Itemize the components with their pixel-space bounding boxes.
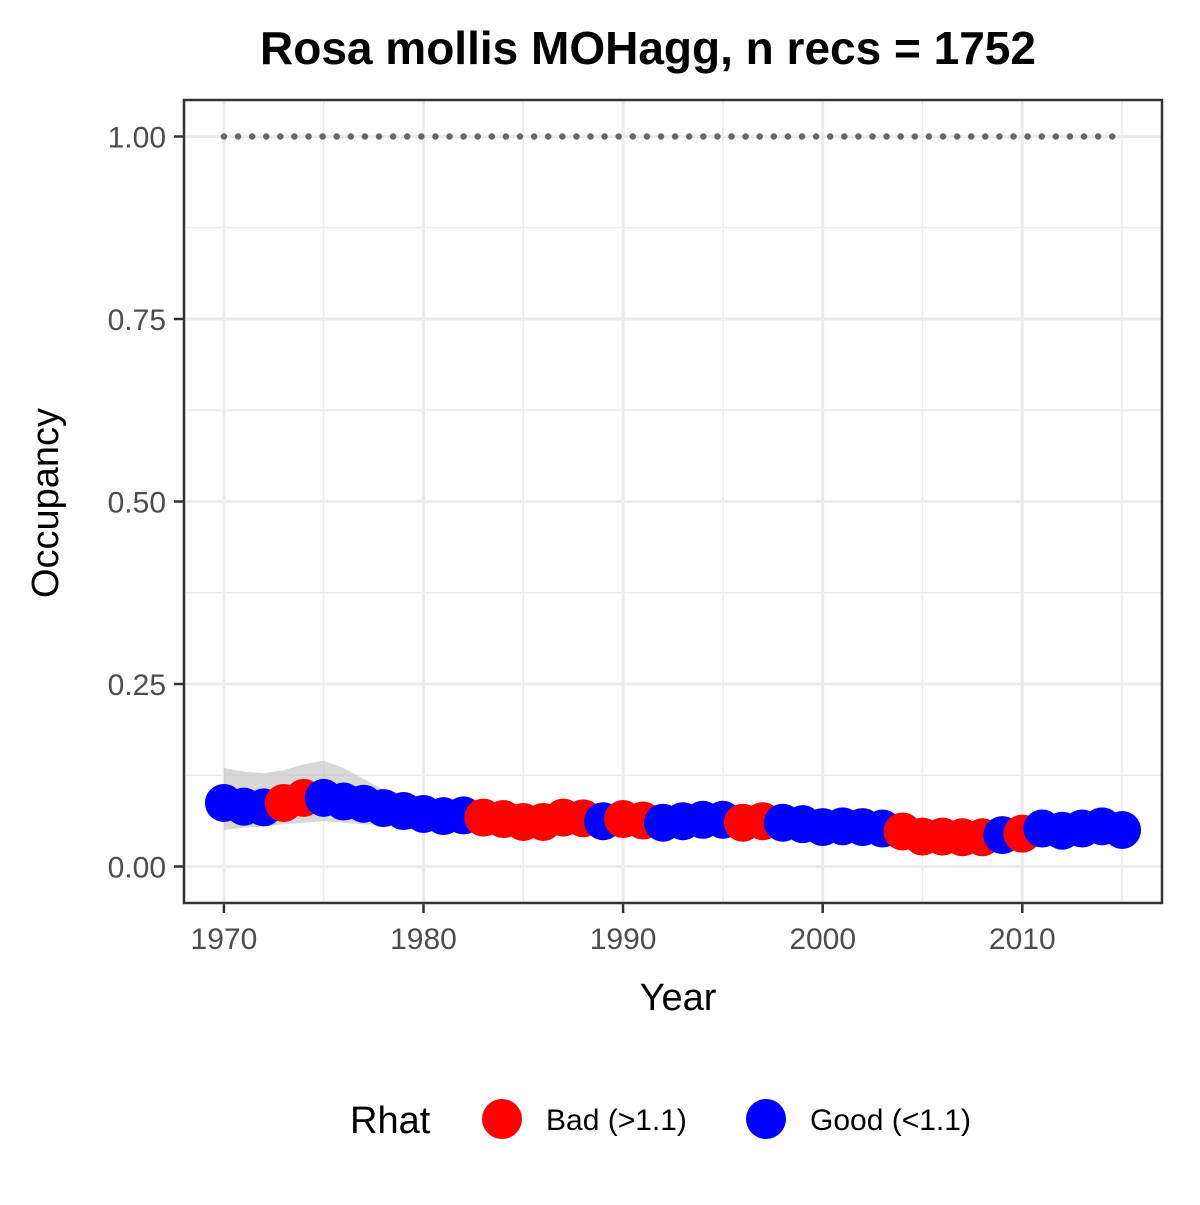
- y-axis-title: Occupancy: [25, 408, 67, 598]
- chart-title: Rosa mollis MOHagg, n recs = 1752: [260, 22, 1036, 74]
- legend-good-label: Good (<1.1): [810, 1104, 971, 1137]
- x-tick-label: 1980: [390, 923, 457, 956]
- data-point: [1103, 811, 1142, 849]
- y-tick-label: 1.00: [108, 122, 166, 155]
- plot-area: 1970 1980 1990 2000 2010 0.00 0.25 0.50 0.75 1.00: [108, 98, 1164, 956]
- legend-bad-label: Bad (>1.1): [546, 1104, 687, 1137]
- x-axis-title: Year: [640, 977, 717, 1019]
- y-tick-label: 0.50: [108, 487, 166, 520]
- legend-bad-swatch: [482, 1099, 522, 1139]
- x-tick-label: 2010: [989, 923, 1056, 956]
- x-tick-label: 2000: [789, 923, 856, 956]
- y-tick-label: 0.00: [108, 852, 166, 885]
- x-tick-label: 1990: [590, 923, 657, 956]
- legend-title: Rhat: [350, 1100, 431, 1142]
- x-tick-label: 1970: [191, 923, 258, 956]
- y-tick-label: 0.75: [108, 304, 166, 337]
- legend-good-swatch: [746, 1099, 786, 1139]
- y-tick-label: 0.25: [108, 669, 166, 702]
- legend: Rhat Bad (>1.1) Good (<1.1): [350, 1099, 971, 1142]
